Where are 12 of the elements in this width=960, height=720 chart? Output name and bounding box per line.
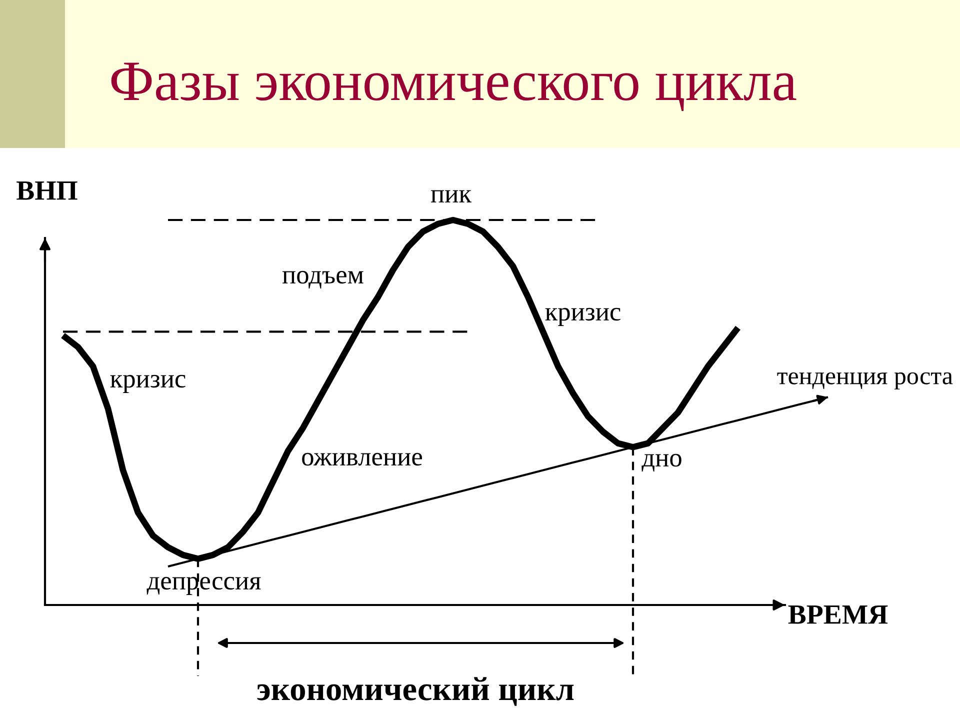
annotation: дно (642, 454, 682, 472)
text: экономический цикл (257, 677, 574, 706)
annotation: депрессия (146, 576, 261, 595)
annotation: подъем (282, 270, 364, 288)
annotation: кризис (545, 308, 620, 326)
y-axis-title: ВНП (16, 181, 78, 200)
x-axis-title: ВРЕМЯ (788, 605, 888, 624)
annotation: оживление (302, 452, 422, 466)
text: пик (430, 190, 472, 202)
series-label: тенденция роста (777, 372, 953, 390)
annotation: кризис (110, 374, 186, 393)
chart-title: Фазы экономического цикла (111, 62, 796, 112)
